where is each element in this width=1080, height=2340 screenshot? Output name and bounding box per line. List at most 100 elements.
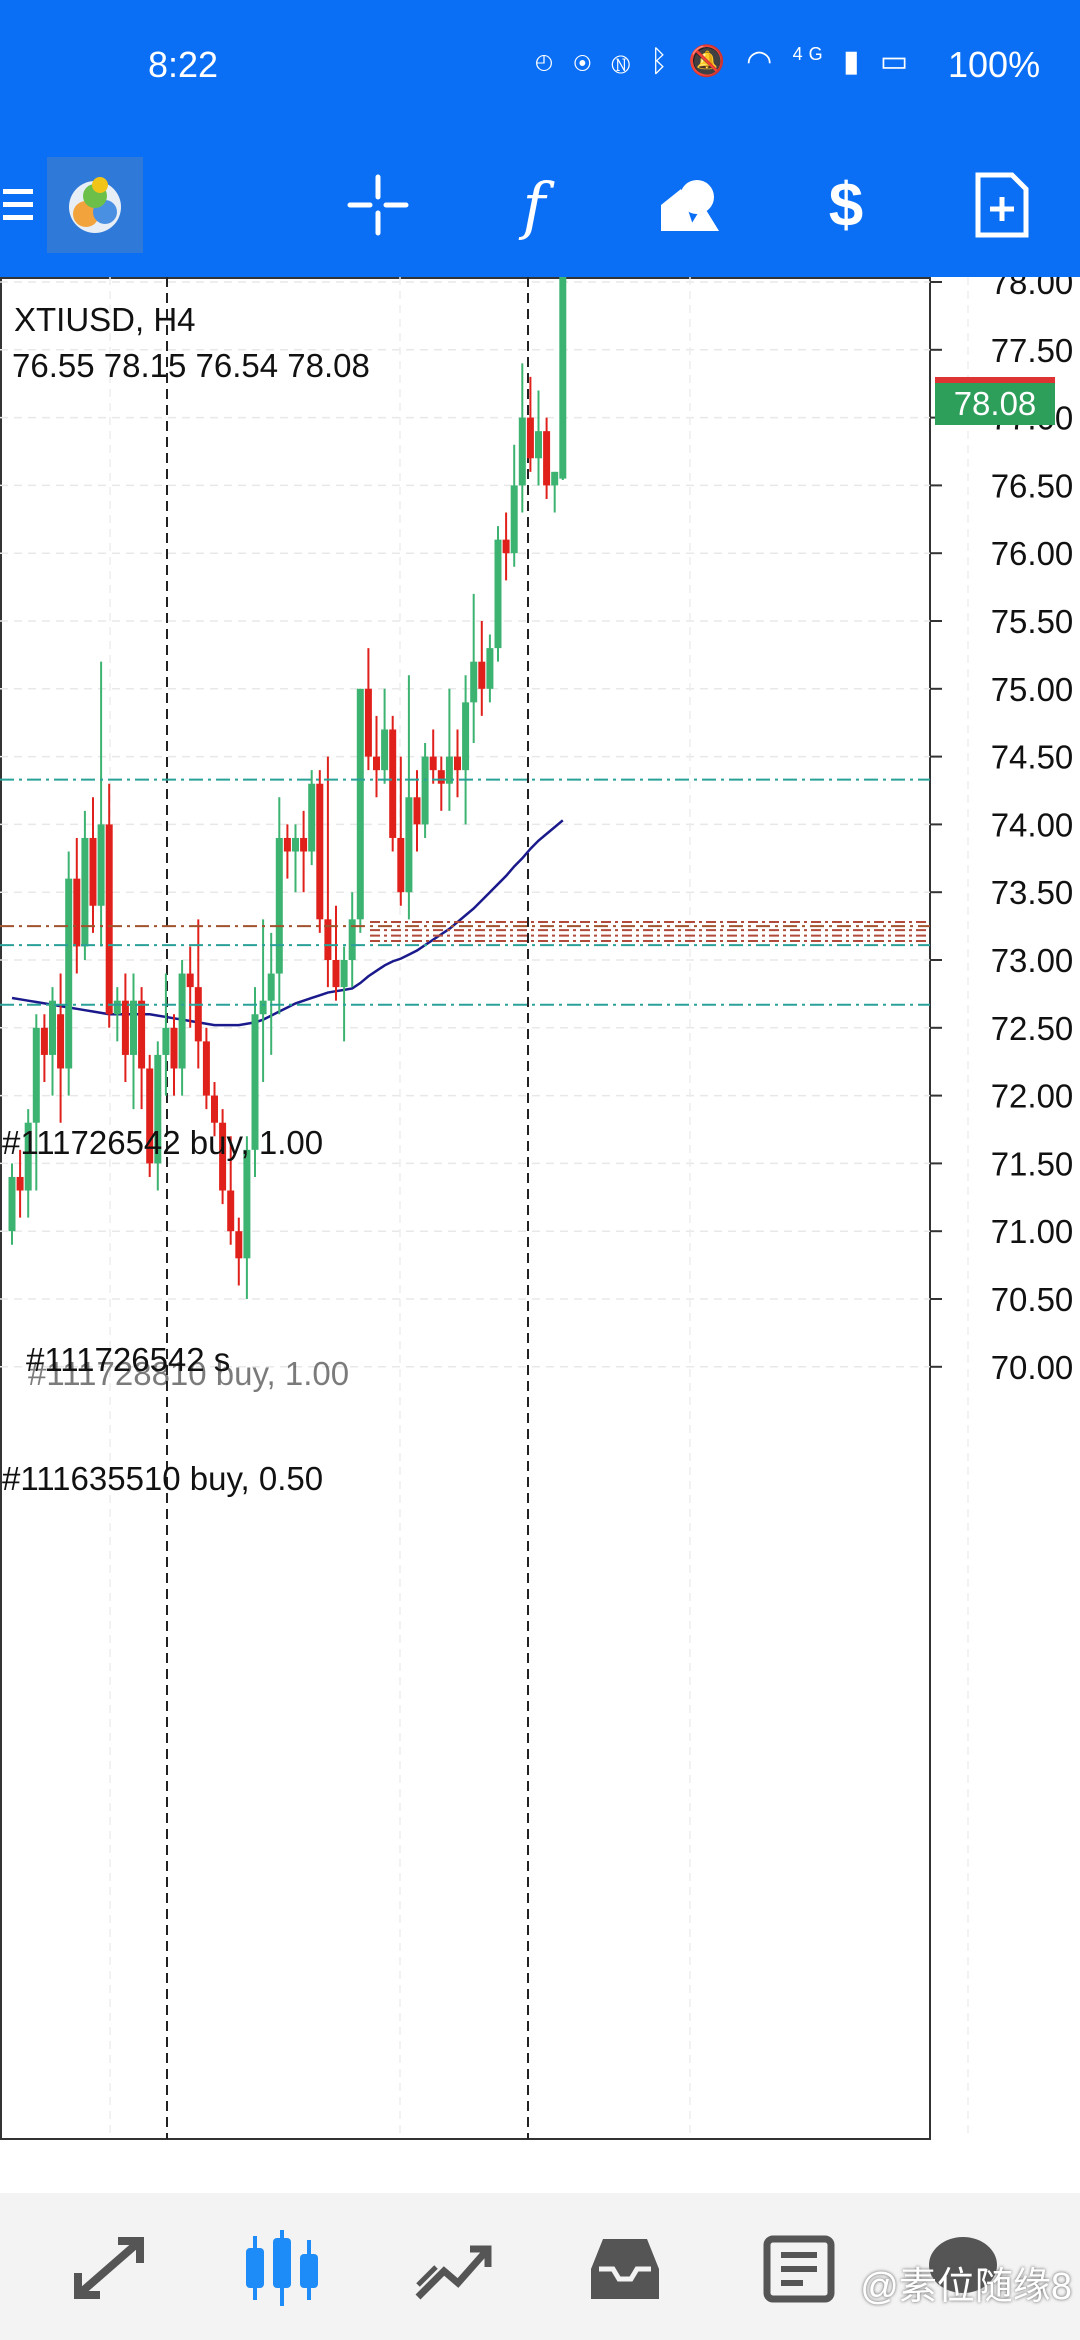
candle-body [211,1095,218,1123]
candle-body [502,539,510,554]
y-tick-label: 72.00 [991,1078,1074,1115]
order-label-2[interactable]: #111726542 s [26,1341,230,1378]
candle-body [526,417,534,459]
nfc-icon: Ⓝ [611,45,636,78]
eye-icon: ◉ [573,45,598,78]
mt4-logo[interactable] [47,157,143,253]
candle-body [462,702,470,771]
chart-area[interactable]: 78.5078.0077.5077.0076.5076.0075.5075.00… [0,196,1080,2191]
candle-body [162,1027,170,1055]
candle-body [227,1190,235,1232]
order-label-3[interactable]: #111635510 buy, 0.50 [2,1460,323,1497]
y-tick-label: 70.50 [991,1281,1074,1318]
candle-body [275,837,283,974]
candle-body [81,837,89,947]
bluetooth-icon: ᛒ [650,45,675,78]
candle-body [283,837,291,852]
candle-body [535,431,542,459]
status-icons: ◴ ◉ Ⓝ ᛒ 🔕 ◠ 4G ▮ ▭ [535,44,914,79]
candle-body [40,1027,48,1055]
candle-body [57,1014,65,1069]
candle-body [154,1054,162,1164]
plot-border [0,277,931,2140]
candle-body [356,688,364,920]
candle-body [373,756,380,771]
new-order-icon[interactable] [954,157,1050,253]
y-tick-label: 72.50 [991,1010,1074,1047]
y-tick-label: 73.00 [991,942,1074,979]
candle-body [121,1000,129,1055]
price-chart[interactable]: 78.5078.0077.5077.0076.5076.0075.5075.00… [0,196,1080,2191]
candle-body [267,973,275,1001]
news-icon[interactable] [752,2223,842,2313]
candle-body [397,837,405,893]
candle-body [32,1027,40,1123]
crosshair-icon[interactable] [330,157,426,253]
y-tick-label: 74.00 [991,806,1074,843]
battery-icon: ▭ [879,45,915,78]
y-tick-label: 74.50 [991,739,1074,776]
candle-body [300,837,308,852]
y-tick-label: 75.00 [991,671,1074,708]
y-tick-label: 76.00 [991,535,1074,572]
ohlc-label: 76.55 78.15 76.54 78.08 [12,347,370,384]
candle-body [24,1122,32,1191]
candle-body [186,973,194,988]
candle-body [551,471,559,486]
objects-icon[interactable] [642,157,738,253]
candle-body [202,1041,210,1096]
battery-percent: 100% [948,44,1041,85]
y-tick-label: 70.00 [991,1349,1074,1386]
candle-body [518,417,526,486]
trade-nav-icon[interactable] [409,2223,499,2313]
candle-body [324,919,332,960]
mute-icon: 🔕 [688,45,732,78]
watermark: @素位随缘8 [860,2266,1072,2308]
y-tick-label: 78.00 [991,277,1074,301]
status-bar: 8:22 ◴ ◉ Ⓝ ᛒ 🔕 ◠ 4G ▮ ▭ 100% [0,0,1080,135]
candle-body [259,1000,267,1015]
candle-body [49,1000,56,1055]
candle-body [105,824,113,1015]
candle-body [437,770,445,784]
candle-body [8,1176,16,1232]
function-icon[interactable]: f [522,168,546,242]
candle-body [494,539,502,649]
y-tick-label: 76.50 [991,467,1074,504]
candle-body [235,1231,243,1259]
candle-body [316,783,324,920]
candle-body [486,648,494,689]
candle-body [170,1027,178,1069]
candle-body [421,756,429,825]
candle-body [478,661,486,689]
candle-body [413,797,421,825]
candle-body [445,756,453,784]
candle-body [16,1176,24,1191]
candle-body [348,919,356,960]
trade-icon[interactable]: $ [828,170,864,240]
candle-body [113,1000,121,1015]
candle-body [510,485,518,554]
toolbar: f $ [0,135,1080,277]
candle-body [405,797,413,893]
quotes-icon[interactable] [65,2223,155,2313]
candle-body [389,729,397,838]
candle-body [97,824,105,906]
order-label-1[interactable]: #111726542 buy, 1.00 [2,1124,323,1161]
candle-body [381,729,389,771]
chart-nav-icon[interactable] [237,2223,327,2313]
candle-body [146,1068,154,1164]
history-icon[interactable] [580,2223,670,2313]
order-label-ghost: #111728810 buy, 1.00 [28,1355,349,1392]
menu-icon[interactable] [0,157,40,253]
candle-body [178,973,186,1069]
current-price-value: 78.08 [954,385,1037,422]
candle-body [559,271,567,479]
y-tick-label: 71.00 [991,1213,1074,1250]
candle-body [332,960,340,988]
candle-body [65,878,73,1069]
messages-icon[interactable] [918,2223,1008,2313]
candle-body [219,1122,227,1191]
candle-body [73,878,81,947]
y-tick-label: 75.50 [991,603,1074,640]
